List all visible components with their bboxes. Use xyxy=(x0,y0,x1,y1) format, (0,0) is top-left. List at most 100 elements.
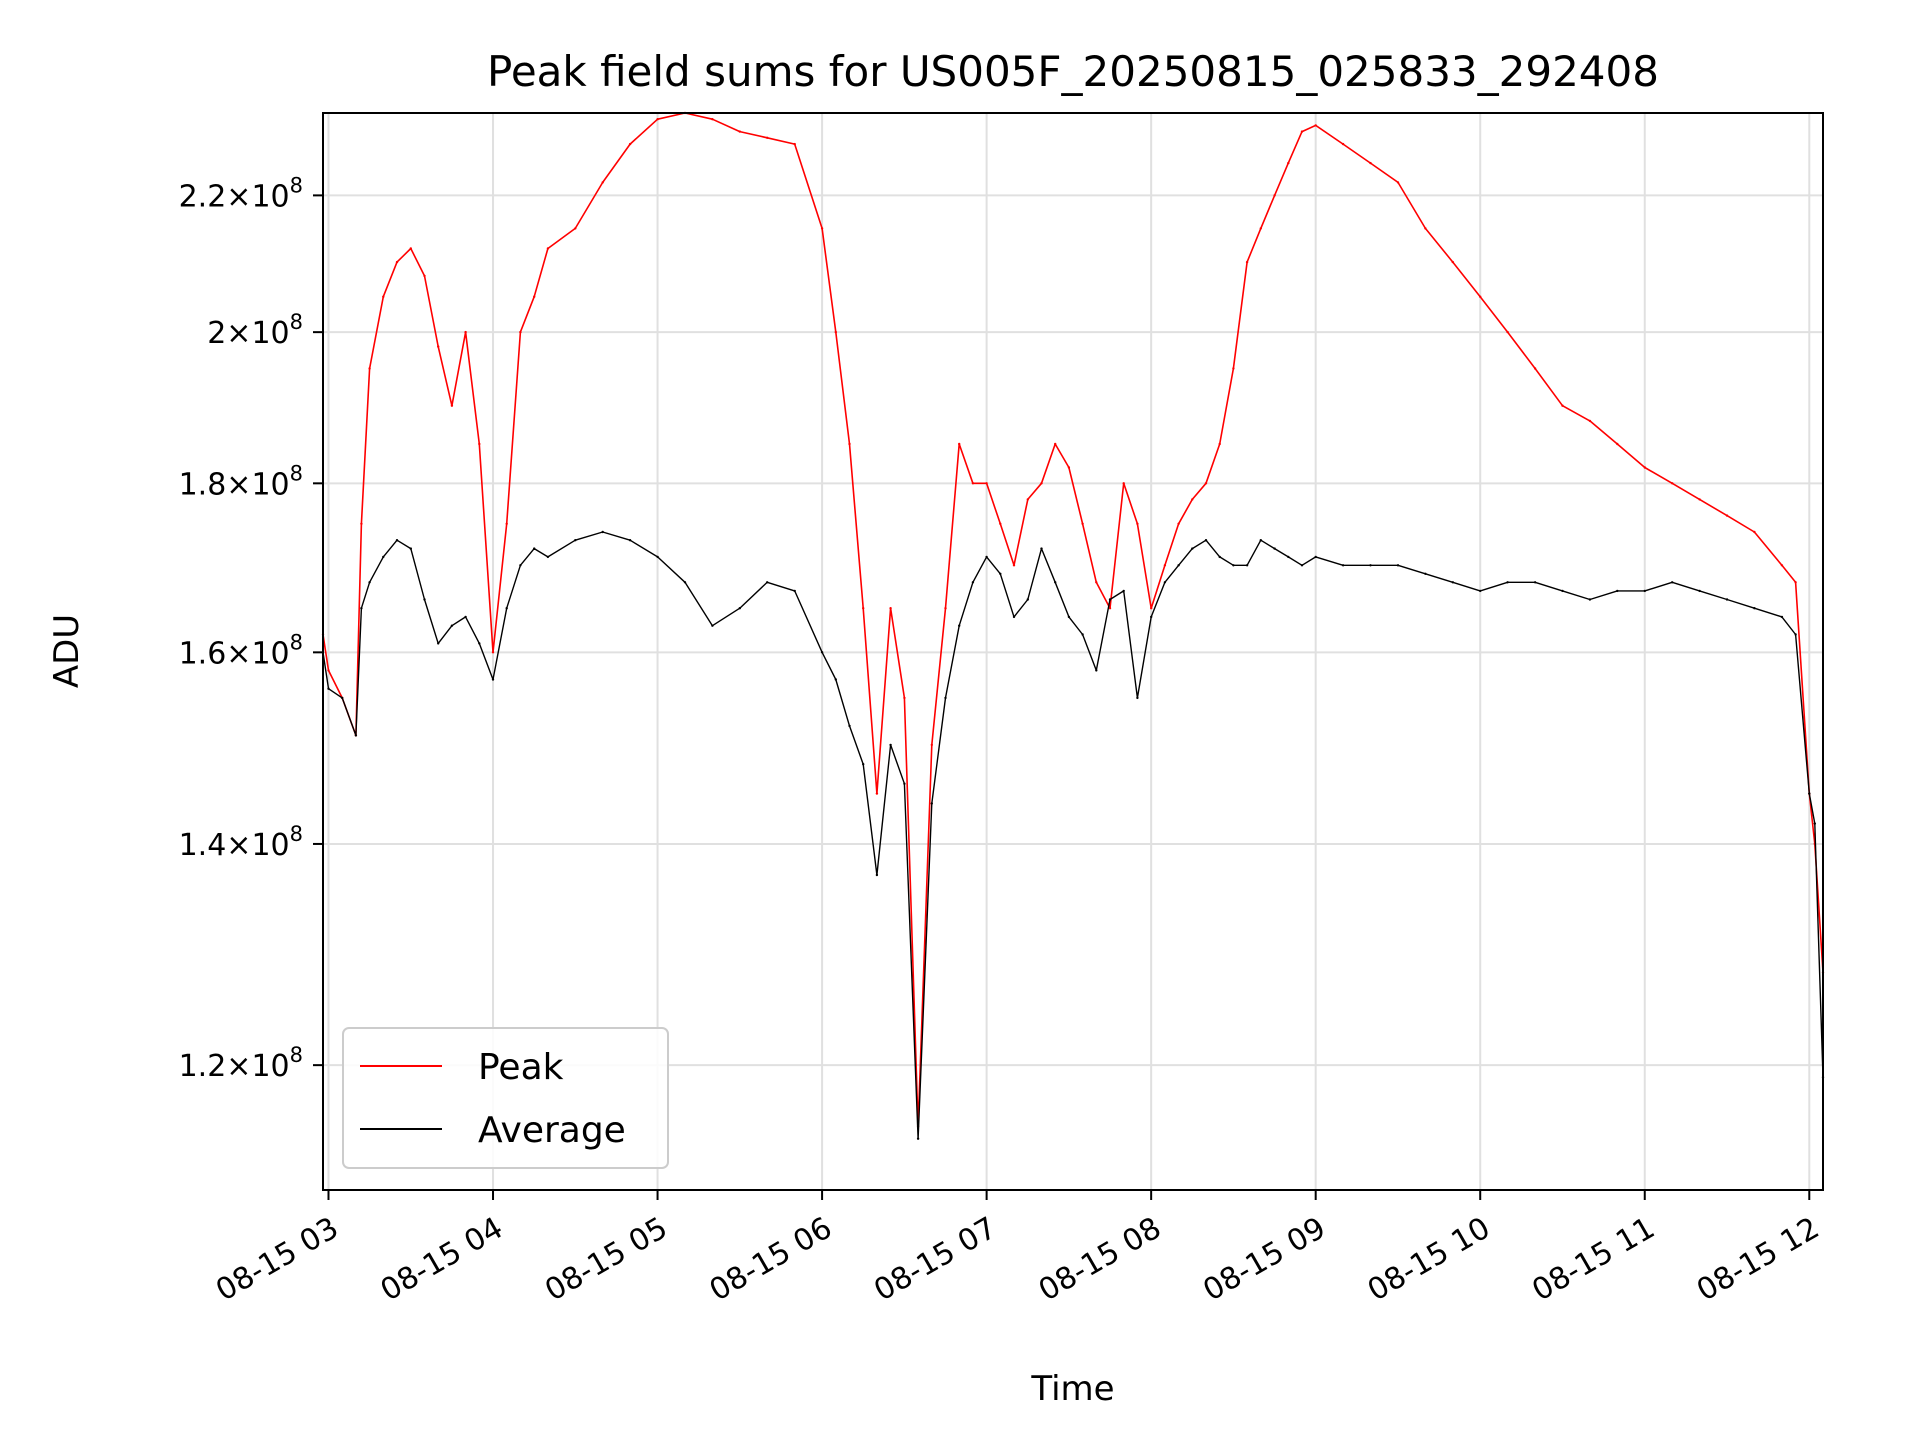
series-line-peak xyxy=(322,112,1824,1127)
data-point-average xyxy=(683,581,687,584)
data-point-average xyxy=(1808,792,1811,795)
data-point-average xyxy=(423,598,426,601)
data-point-peak xyxy=(1369,161,1372,165)
data-point-average xyxy=(382,555,385,559)
data-point-peak xyxy=(628,142,632,146)
data-point-peak xyxy=(450,404,454,407)
data-point-peak xyxy=(1451,260,1455,264)
data-point-peak xyxy=(1300,130,1304,133)
data-point-peak xyxy=(820,227,824,230)
data-point-average xyxy=(478,642,481,645)
data-point-average xyxy=(1287,555,1290,559)
data-point-peak xyxy=(1232,367,1235,370)
data-point-peak xyxy=(903,696,906,700)
data-point-peak xyxy=(1671,482,1674,485)
data-point-peak xyxy=(533,295,536,298)
data-point-peak xyxy=(1177,522,1180,525)
data-point-average xyxy=(1479,589,1482,593)
plot-area xyxy=(321,111,1825,1140)
data-point-average xyxy=(1232,564,1235,567)
data-point-average xyxy=(450,624,454,627)
data-point-average xyxy=(1561,589,1564,593)
data-point-peak xyxy=(360,522,363,525)
data-point-peak xyxy=(1780,564,1784,567)
data-point-average xyxy=(1108,598,1112,601)
y-tick-label: 1.2×108 xyxy=(179,1043,303,1084)
data-point-average xyxy=(916,1137,920,1140)
data-point-average xyxy=(1245,564,1249,567)
y-tick-exponent: 8 xyxy=(290,310,303,334)
data-point-average xyxy=(1424,572,1427,575)
data-point-average xyxy=(875,873,879,877)
data-point-average xyxy=(834,678,837,681)
data-point-average xyxy=(601,530,604,534)
x-axis-label: Time xyxy=(1030,1369,1114,1409)
y-tick-mantissa: 2×10 xyxy=(207,316,289,351)
data-point-average xyxy=(628,539,632,542)
data-point-average xyxy=(1163,581,1167,584)
data-point-peak xyxy=(1396,181,1400,184)
data-point-peak xyxy=(1616,442,1619,446)
data-point-average xyxy=(354,734,358,737)
plot-frame xyxy=(322,112,1824,1191)
data-point-peak xyxy=(1561,404,1564,407)
data-point-average xyxy=(395,539,399,542)
data-point-peak xyxy=(1698,498,1701,501)
data-point-average xyxy=(1054,581,1057,584)
data-point-average xyxy=(1314,555,1317,559)
data-point-peak xyxy=(1424,227,1427,230)
data-point-peak xyxy=(944,607,947,610)
data-point-peak xyxy=(1479,295,1482,298)
data-point-peak xyxy=(985,482,988,485)
data-point-average xyxy=(1341,564,1345,567)
data-point-peak xyxy=(1588,419,1592,423)
data-point-peak xyxy=(793,142,796,146)
data-point-average xyxy=(793,589,796,593)
data-point-average xyxy=(1671,581,1674,584)
data-point-peak xyxy=(464,330,467,334)
data-point-average xyxy=(464,615,467,619)
data-point-average xyxy=(1191,547,1194,550)
data-point-average xyxy=(1794,633,1797,636)
data-point-average xyxy=(1588,598,1592,601)
data-point-peak xyxy=(1753,530,1756,534)
data-point-peak xyxy=(862,607,865,610)
legend-label-average: Average xyxy=(478,1110,626,1151)
data-point-average xyxy=(546,555,550,559)
data-point-peak xyxy=(519,330,522,334)
y-tick-exponent: 8 xyxy=(290,173,303,197)
y-tick-label: 1.4×108 xyxy=(179,822,303,863)
data-point-average xyxy=(1753,607,1756,610)
data-point-average xyxy=(999,572,1002,575)
series-line-average xyxy=(322,531,1824,1140)
y-tick-mantissa: 1.6×10 xyxy=(179,636,290,671)
data-point-peak xyxy=(848,442,851,446)
data-point-average xyxy=(1451,581,1455,584)
data-point-average xyxy=(862,763,865,766)
chart-title: Peak field sums for US005F_20250815_0258… xyxy=(487,47,1659,96)
data-point-peak xyxy=(1204,482,1208,485)
data-point-average xyxy=(1813,822,1817,825)
data-point-peak xyxy=(1122,482,1125,485)
data-point-average xyxy=(971,581,975,584)
data-point-average xyxy=(1067,615,1071,619)
data-point-average xyxy=(656,555,659,559)
data-point-average xyxy=(1081,633,1084,636)
data-point-average xyxy=(820,651,824,654)
data-point-average xyxy=(519,564,522,567)
data-point-peak xyxy=(423,274,426,278)
data-point-peak xyxy=(1287,161,1290,165)
legend: Peak Average xyxy=(342,1027,669,1169)
data-point-average xyxy=(368,581,371,584)
data-point-average xyxy=(1506,581,1509,584)
data-point-peak xyxy=(1040,482,1043,485)
y-tick-exponent: 8 xyxy=(290,461,303,485)
data-point-peak xyxy=(1245,260,1249,264)
data-point-peak xyxy=(958,442,961,446)
data-point-average xyxy=(1396,564,1400,567)
data-point-average xyxy=(1204,539,1208,542)
data-point-peak xyxy=(656,118,659,121)
data-point-average xyxy=(1300,564,1304,567)
data-point-peak xyxy=(889,607,892,610)
data-point-peak xyxy=(1259,227,1263,230)
